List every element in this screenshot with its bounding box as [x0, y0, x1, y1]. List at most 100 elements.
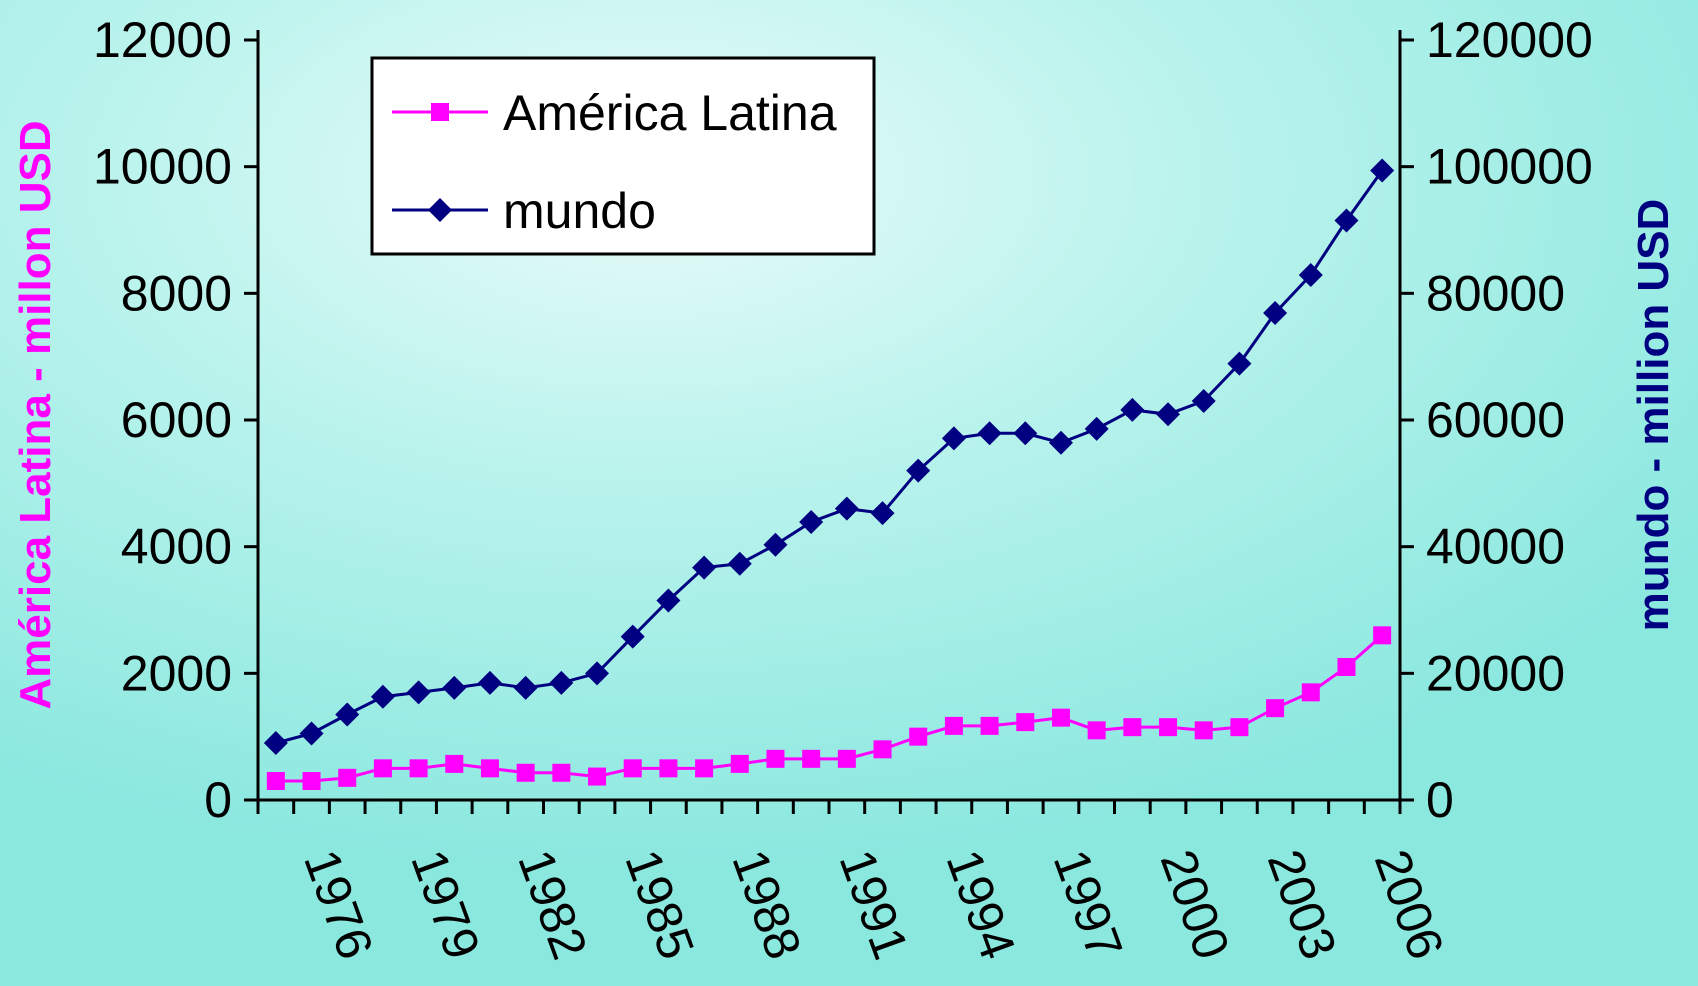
data-point-mundo: [799, 509, 824, 534]
data-point-america-latina: [1087, 721, 1106, 740]
data-point-america-latina: [980, 716, 999, 735]
data-point-america-latina: [730, 754, 749, 773]
data-point-america-latina: [1266, 699, 1285, 718]
data-point-mundo: [585, 661, 610, 686]
data-point-mundo: [513, 675, 538, 700]
x-tick-label: 1991: [829, 843, 920, 967]
data-point-america-latina: [1373, 626, 1392, 645]
data-point-america-latina: [944, 716, 963, 735]
series-layer: [263, 158, 1395, 790]
data-point-america-latina: [1159, 718, 1178, 737]
x-tick-label: 2006: [1364, 843, 1455, 967]
data-point-mundo: [692, 555, 717, 580]
data-point-mundo: [870, 501, 895, 526]
data-point-america-latina: [1301, 683, 1320, 702]
data-point-mundo: [1263, 300, 1288, 325]
series-line-america-latina: [275, 634, 1384, 783]
x-tick-label: 1976: [293, 843, 384, 967]
left-tick-label: 8000: [121, 265, 232, 321]
data-point-america-latina: [1123, 718, 1142, 737]
data-point-america-latina: [266, 772, 285, 790]
data-point-america-latina: [766, 749, 785, 768]
legend-box: [370, 56, 876, 256]
x-tick-label: 2003: [1257, 843, 1348, 967]
data-point-mundo: [442, 675, 467, 700]
data-point-america-latina: [659, 759, 678, 778]
data-point-america-latina: [695, 759, 714, 778]
data-point-mundo: [1048, 430, 1073, 455]
data-point-america-latina: [873, 740, 892, 759]
data-point-america-latina: [480, 759, 499, 778]
x-tick-label: 1979: [400, 843, 491, 967]
data-point-mundo: [620, 624, 645, 649]
data-point-mundo: [335, 702, 360, 727]
data-point-mundo: [1084, 416, 1109, 441]
data-point-mundo: [763, 532, 788, 557]
legend-label-america-latina: América Latina: [503, 85, 837, 141]
left-tick-label: 12000: [93, 12, 232, 68]
data-point-america-latina: [516, 763, 535, 782]
data-point-mundo: [1120, 397, 1145, 422]
data-point-mundo: [656, 588, 681, 613]
data-point-america-latina: [445, 754, 464, 773]
left-tick-label: 6000: [121, 392, 232, 448]
right-tick-label: 80000: [1426, 265, 1565, 321]
data-point-america-latina: [909, 727, 928, 746]
left-tick-label: 4000: [121, 519, 232, 575]
data-point-america-latina: [837, 749, 856, 768]
data-point-america-latina: [338, 768, 357, 787]
data-point-america-latina: [1230, 718, 1249, 737]
data-point-mundo: [1013, 421, 1038, 446]
data-point-mundo: [906, 458, 931, 483]
left-axis-title: América Latina - millon USD: [11, 120, 60, 709]
data-point-mundo: [977, 421, 1002, 446]
x-tick-label: 2000: [1150, 843, 1241, 967]
data-point-mundo: [1156, 402, 1181, 427]
left-ticks: 0 2000 4000 6000 8000 10000 12000: [93, 12, 258, 828]
data-point-mundo: [1227, 351, 1252, 376]
data-point-america-latina: [1016, 713, 1035, 732]
data-point-mundo: [477, 670, 502, 695]
right-axis-title: mundo - million USD: [1629, 199, 1678, 632]
right-ticks: 0 20000 40000 60000 80000 100000 120000: [1400, 12, 1593, 828]
legend-label-mundo: mundo: [503, 183, 656, 239]
x-tick-label: 1982: [507, 843, 598, 967]
data-point-america-latina: [802, 749, 821, 768]
right-tick-label: 60000: [1426, 392, 1565, 448]
data-point-mundo: [299, 721, 324, 746]
left-tick-label: 0: [204, 772, 232, 828]
data-point-america-latina: [373, 759, 392, 778]
x-tick-label: 1994: [936, 843, 1027, 967]
legend-marker-america-latina: [431, 103, 449, 121]
data-point-america-latina: [1051, 708, 1070, 727]
x-tick-label: 1988: [721, 843, 812, 967]
data-point-america-latina: [302, 772, 321, 790]
data-point-mundo: [370, 684, 395, 709]
left-tick-label: 2000: [121, 645, 232, 701]
right-tick-label: 120000: [1426, 12, 1593, 68]
data-point-america-latina: [623, 759, 642, 778]
data-point-america-latina: [1337, 658, 1356, 676]
right-tick-label: 100000: [1426, 139, 1593, 195]
data-point-mundo: [727, 551, 752, 576]
data-point-america-latina: [1194, 721, 1213, 740]
data-point-mundo: [1334, 208, 1359, 233]
legend: América Latina mundo: [370, 56, 876, 256]
data-point-mundo: [1191, 389, 1216, 413]
data-point-america-latina: [552, 763, 571, 782]
data-point-mundo: [1370, 158, 1395, 183]
series-line-mundo: [275, 169, 1384, 745]
data-point-mundo: [941, 426, 966, 451]
x-tick-label: 1985: [614, 843, 705, 967]
data-point-america-latina: [409, 759, 428, 778]
left-tick-label: 10000: [93, 139, 232, 195]
right-tick-label: 40000: [1426, 519, 1565, 575]
data-point-mundo: [263, 731, 288, 755]
data-point-america-latina: [588, 767, 607, 786]
x-tick-label: 1997: [1043, 843, 1134, 967]
right-tick-label: 20000: [1426, 645, 1565, 701]
legend-marker-mundo: [428, 198, 452, 222]
data-point-mundo: [549, 670, 574, 695]
x-ticks: 1976 1979 1982 1985 1988 1991 1994 1997 2000 2003…: [256, 800, 1455, 967]
